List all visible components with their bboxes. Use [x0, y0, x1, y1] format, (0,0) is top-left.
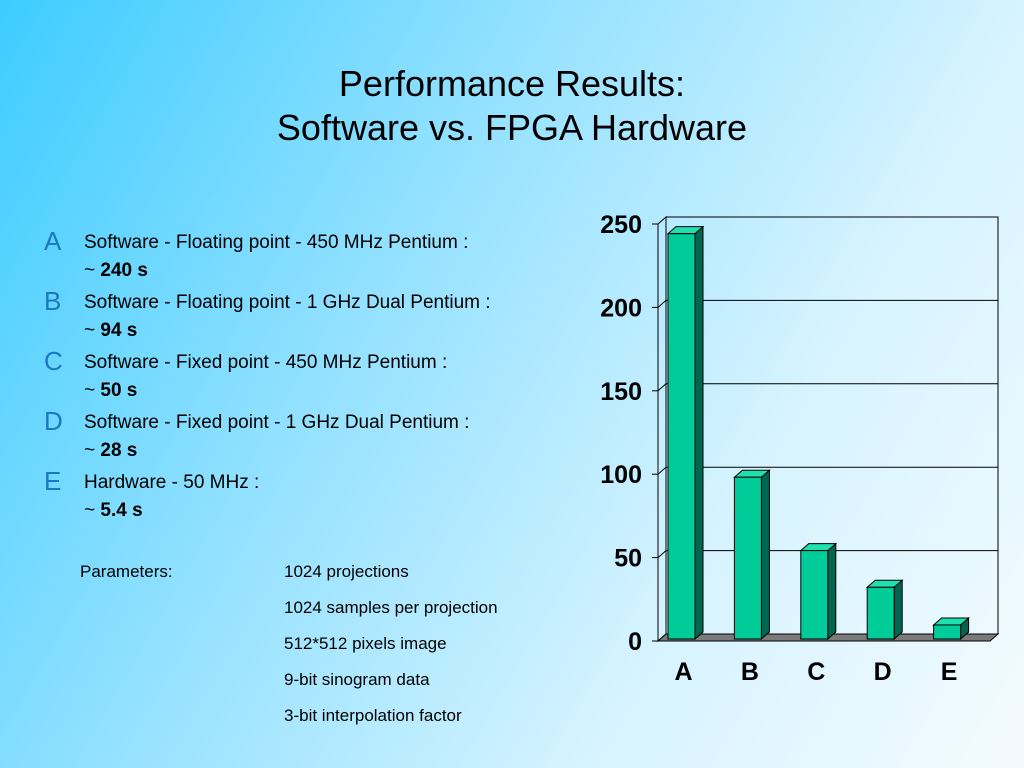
list-item: D Software - Fixed point - 1 GHz Dual Pe… [44, 406, 604, 466]
y-tick-label: 0 [628, 628, 642, 656]
list-item: B Software - Floating point - 1 GHz Dual… [44, 286, 604, 346]
x-tick-label: A [674, 658, 692, 686]
gridline-side [657, 550, 667, 558]
item-result: ~ 28 s [84, 439, 137, 463]
item-value: 94 s [100, 320, 138, 341]
parameter-value: 512*512 pixels image [284, 634, 447, 653]
approx-sign: ~ [84, 500, 101, 521]
x-tick-label: E [941, 658, 958, 686]
item-description: Software - Floating point - 450 MHz Pent… [84, 232, 469, 253]
slide-title: Performance Results: Software vs. FPGA H… [0, 62, 1024, 150]
item-result: ~ 5.4 s [84, 499, 143, 523]
item-letter: C [44, 346, 63, 376]
item-value: 50 s [100, 380, 138, 401]
y-tick-label: 150 [600, 378, 642, 406]
bar-side [760, 469, 770, 641]
list-item: E Hardware - 50 MHz : ~ 5.4 s [44, 466, 604, 526]
y-tick-label: 250 [600, 211, 642, 239]
x-tick-label: B [741, 658, 759, 686]
item-description: Hardware - 50 MHz : [84, 472, 260, 493]
approx-sign: ~ [84, 380, 101, 401]
item-result: ~ 240 s [84, 259, 148, 283]
approx-sign: ~ [84, 440, 101, 461]
item-letter: A [44, 226, 62, 256]
bar [866, 586, 895, 640]
bar [800, 550, 829, 640]
list-item: C Software - Fixed point - 450 MHz Penti… [44, 346, 604, 406]
bar [933, 624, 962, 640]
y-tick-label: 100 [600, 461, 642, 489]
bar [733, 476, 762, 640]
item-value: 28 s [100, 440, 138, 461]
y-tick-label: 50 [614, 545, 642, 573]
title-line-2: Software vs. FPGA Hardware [276, 107, 748, 148]
item-value: 240 s [100, 260, 148, 281]
title-line-1: Performance Results: [338, 63, 686, 104]
gridline-side [657, 300, 667, 308]
list-item: A Software - Floating point - 450 MHz Pe… [44, 226, 604, 286]
item-value: 5.4 s [100, 500, 143, 521]
parameter-value: 1024 samples per projection [284, 598, 498, 617]
item-letter: B [44, 286, 62, 316]
item-result: ~ 50 s [84, 379, 137, 403]
parameter-value: 3-bit interpolation factor [284, 706, 462, 725]
parameter-value: 9-bit sinogram data [284, 670, 430, 689]
parameter-value: 1024 projections [284, 562, 409, 581]
bar [667, 233, 696, 640]
bar-side [694, 225, 704, 641]
item-result: ~ 94 s [84, 319, 137, 343]
x-tick-label: C [807, 658, 825, 686]
gridline-side [657, 383, 667, 392]
approx-sign: ~ [84, 260, 101, 281]
bar-side [827, 542, 837, 641]
item-description: Software - Fixed point - 1 GHz Dual Pent… [84, 412, 470, 433]
item-description: Software - Floating point - 1 GHz Dual P… [84, 292, 491, 313]
item-letter: D [44, 406, 63, 436]
side-wall [657, 215, 667, 643]
x-tick-label: D [874, 658, 892, 686]
item-description: Software - Fixed point - 450 MHz Pentium… [84, 352, 448, 373]
y-tick-label: 200 [600, 294, 642, 322]
bar-side [893, 579, 903, 641]
gridline-side [657, 466, 667, 475]
parameters-label: Parameters: [80, 562, 173, 581]
item-letter: E [44, 466, 62, 496]
results-list: A Software - Floating point - 450 MHz Pe… [44, 226, 604, 526]
approx-sign: ~ [84, 320, 101, 341]
